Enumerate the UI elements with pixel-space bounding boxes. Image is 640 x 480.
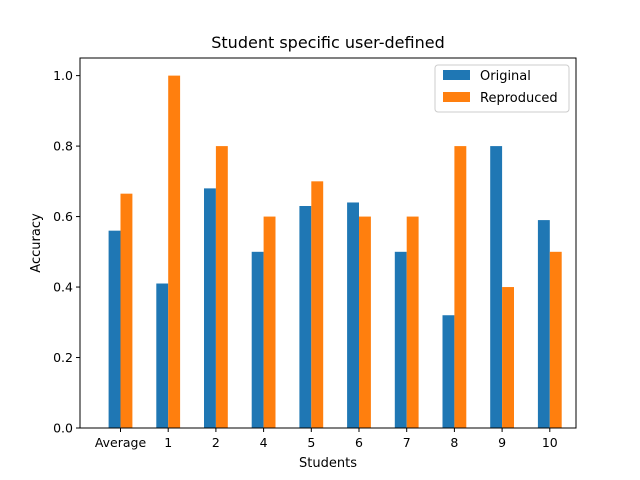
bar-reproduced-5 xyxy=(311,181,324,428)
bar-reproduced-4 xyxy=(263,216,276,428)
x-tick-label: 7 xyxy=(403,435,411,450)
bar-reproduced-average xyxy=(120,193,133,428)
y-tick-label: 0.2 xyxy=(53,350,73,365)
plot-frame xyxy=(79,57,577,429)
y-tick-label: 0.6 xyxy=(53,209,73,224)
legend-label-original: Original xyxy=(480,69,531,84)
bar-original-9 xyxy=(490,146,503,428)
y-tick-label: 0.8 xyxy=(53,139,73,154)
x-tick-label: Average xyxy=(95,435,147,450)
x-tick-label: 1 xyxy=(164,435,172,450)
bar-reproduced-9 xyxy=(502,287,514,428)
bar-original-6 xyxy=(347,202,359,428)
bar-original-average xyxy=(108,230,121,428)
bar-original-8 xyxy=(442,315,455,428)
legend: Original Reproduced xyxy=(434,64,570,113)
y-axis-label: Accuracy xyxy=(29,213,44,273)
x-tick-label: 6 xyxy=(355,435,363,450)
x-tick-label: 9 xyxy=(498,435,506,450)
bar-original-10 xyxy=(537,220,550,428)
legend-label-reproduced: Reproduced xyxy=(480,91,558,106)
bar-reproduced-7 xyxy=(406,216,419,428)
bar-original-7 xyxy=(394,251,407,428)
bars-group xyxy=(108,75,562,429)
x-tick-label: 8 xyxy=(450,435,458,450)
bar-reproduced-2 xyxy=(215,146,228,428)
x-tick-label: 5 xyxy=(307,435,315,450)
bar-reproduced-8 xyxy=(454,146,467,428)
bar-reproduced-6 xyxy=(359,216,371,428)
bar-original-4 xyxy=(251,251,264,428)
bar-original-2 xyxy=(204,188,216,428)
y-tick-label: 0.4 xyxy=(53,280,73,295)
legend-swatch-original xyxy=(443,70,470,80)
legend-swatch-reproduced xyxy=(443,92,470,102)
x-ticks-group: Average 1 2 4 5 6 7 8 9 10 xyxy=(95,428,558,450)
bar-reproduced-1 xyxy=(168,75,181,429)
bar-original-5 xyxy=(299,206,312,428)
chart-title: Student specific user-defined xyxy=(211,33,444,52)
x-tick-label: 10 xyxy=(542,435,558,450)
bar-reproduced-10 xyxy=(549,251,562,428)
y-tick-label: 0.0 xyxy=(53,421,73,436)
x-axis-label: Students xyxy=(299,456,357,471)
y-tick-label: 1.0 xyxy=(53,68,73,83)
y-ticks-group: 0.0 0.2 0.4 0.6 0.8 1.0 xyxy=(53,68,80,436)
x-tick-label: 2 xyxy=(212,435,220,450)
x-tick-label: 4 xyxy=(260,435,268,450)
bar-original-1 xyxy=(156,283,169,428)
